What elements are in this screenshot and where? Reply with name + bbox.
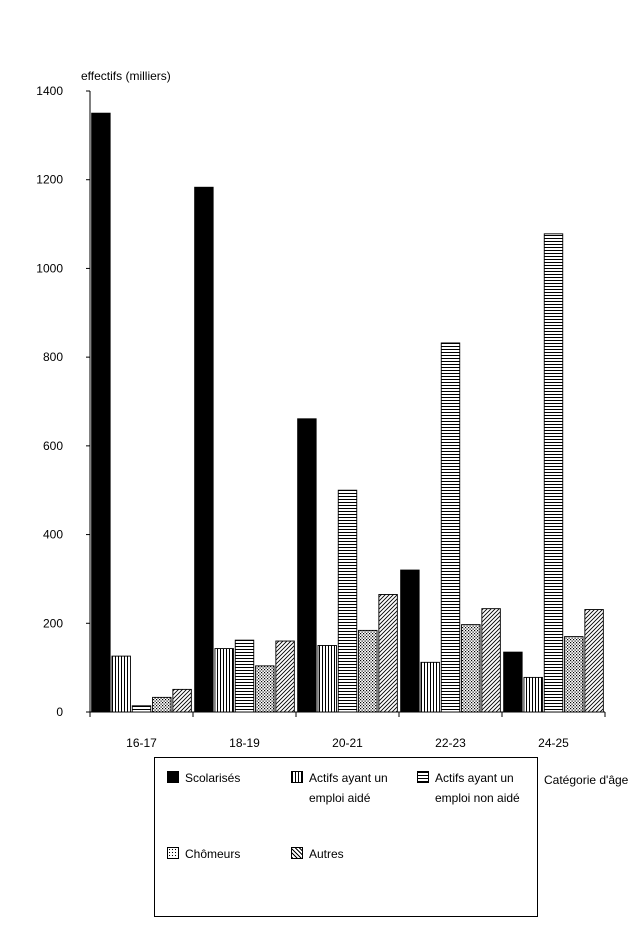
- bar: [358, 629, 378, 713]
- bar: [337, 489, 358, 713]
- bar: [152, 696, 172, 713]
- bar: [131, 705, 152, 713]
- legend-label: Actifs ayant un emploi non aidé: [435, 771, 520, 805]
- x-tick-label: 16-17: [126, 736, 157, 750]
- x-axis-label: Catégorie d'âge: [544, 773, 629, 787]
- bar: [503, 651, 523, 713]
- legend-item-autres: Autres: [291, 844, 409, 864]
- legend-swatch-vertical: [291, 771, 303, 783]
- x-tick-label: 24-25: [538, 736, 569, 750]
- legend-swatch-solid: [167, 771, 179, 783]
- y-tick-label: 400: [43, 528, 63, 542]
- legend-label: Actifs ayant un emploi aidé: [309, 771, 388, 805]
- legend-item-actifs-aide: Actifs ayant un emploi aidé: [291, 768, 409, 808]
- bar: [297, 418, 317, 713]
- x-tick-label: 22-23: [435, 736, 466, 750]
- y-tick-label: 1000: [36, 261, 63, 275]
- bar: [461, 624, 481, 713]
- x-tick-label: 18-19: [229, 736, 260, 750]
- legend-swatch-horizontal: [417, 771, 429, 783]
- bar: [420, 661, 440, 713]
- bar: [400, 569, 420, 713]
- legend-swatch-dots: [167, 847, 179, 859]
- y-tick-label: 0: [56, 705, 63, 719]
- bar: [481, 608, 501, 713]
- bar: [584, 609, 604, 713]
- bar: [194, 186, 214, 713]
- y-tick-label: 1200: [36, 173, 63, 187]
- legend-label: Autres: [309, 847, 344, 861]
- legend-item-chomeurs: Chômeurs: [167, 844, 285, 864]
- bar: [275, 640, 295, 713]
- y-tick-label: 600: [43, 439, 63, 453]
- bar: [111, 655, 131, 713]
- bar: [214, 648, 234, 713]
- bar: [564, 636, 584, 713]
- legend-item-scolarises: Scolarisés: [167, 768, 285, 788]
- bar: [255, 665, 275, 713]
- bar: [378, 594, 398, 713]
- bar: [91, 112, 111, 713]
- legend-swatch-diagonal: [291, 847, 303, 859]
- y-axis-label: effectifs (milliers): [81, 69, 171, 83]
- y-tick-label: 200: [43, 616, 63, 630]
- bar: [172, 688, 192, 713]
- legend-item-actifs-non-aide: Actifs ayant un emploi non aidé: [417, 768, 535, 808]
- y-tick-label: 1400: [36, 84, 63, 98]
- legend-label: Chômeurs: [185, 847, 241, 861]
- bar: [234, 639, 255, 713]
- bar: [523, 676, 543, 713]
- bar-chart: effectifs (milliers) 0 200 400 600 800 1000 12…: [36, 69, 606, 750]
- bar: [317, 645, 337, 713]
- bar: [543, 233, 564, 713]
- legend-label: Scolarisés: [185, 771, 241, 785]
- y-tick-label: 800: [43, 350, 63, 364]
- bar: [440, 342, 461, 713]
- legend: Scolarisés Actifs ayant un emploi aidé A…: [154, 757, 538, 917]
- x-tick-label: 20-21: [332, 736, 363, 750]
